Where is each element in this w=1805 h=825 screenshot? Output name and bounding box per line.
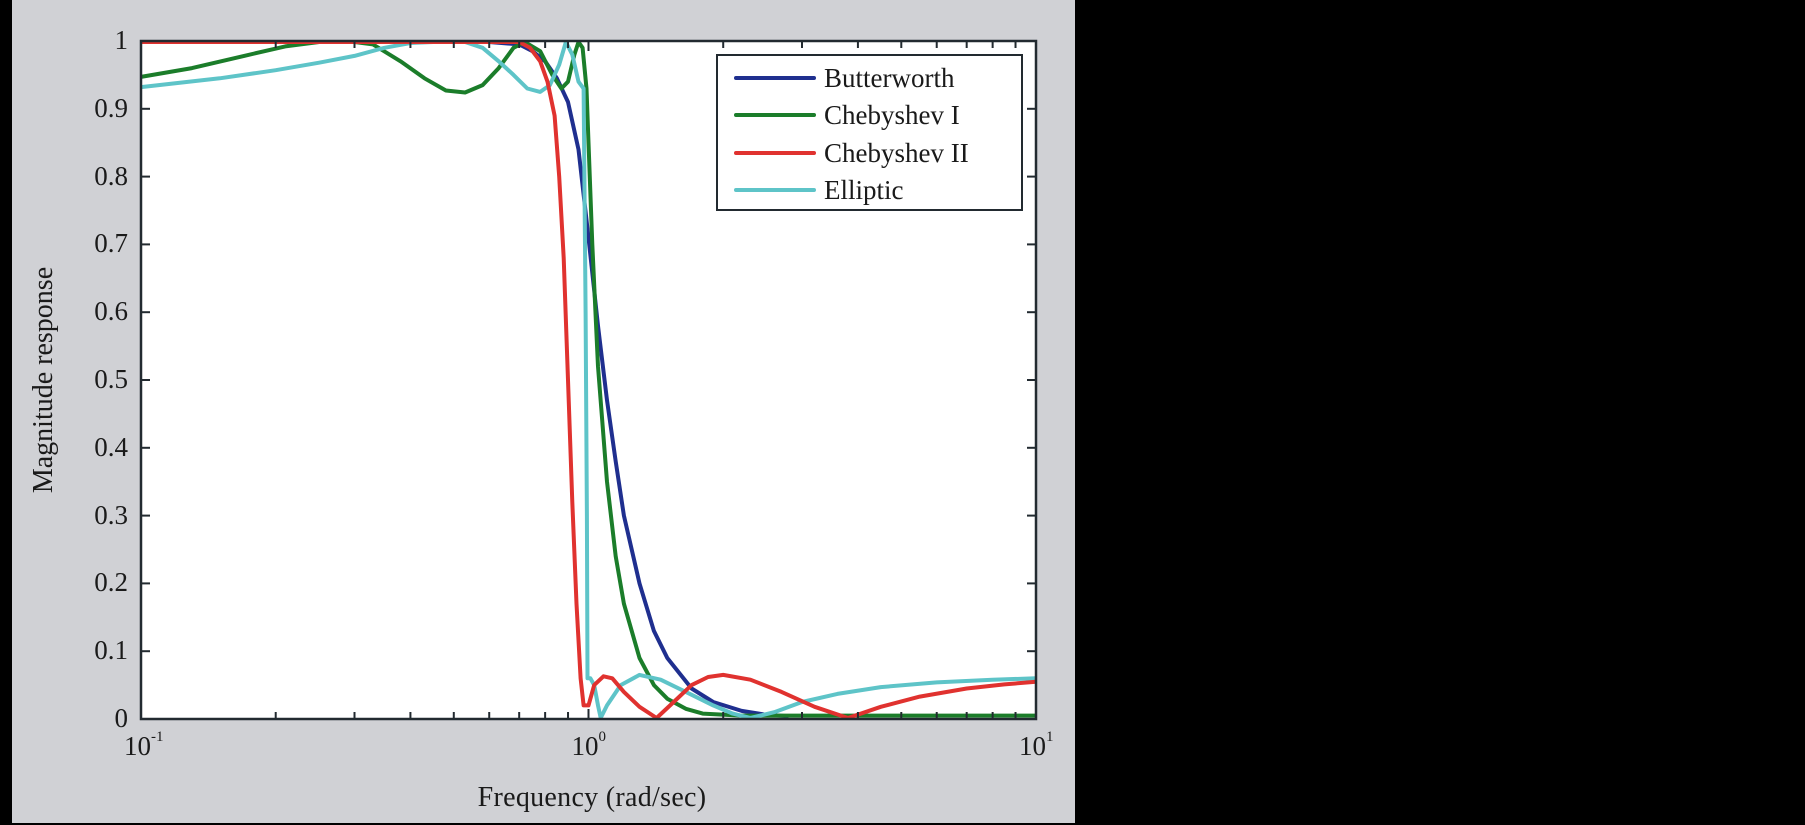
curves [140,40,1037,720]
y-tick-label: 0.9 [94,92,128,123]
x-tick-label: 100 [571,730,607,761]
y-axis-label: Magnitude response [28,266,59,494]
y-tick-label: 0.6 [94,296,128,327]
x-tick-label: 10-1 [124,730,164,761]
y-tick-label: 0.4 [94,431,128,462]
y-tick-label: 0 [114,703,129,733]
legend-item-chebyshev-i: Chebyshev I [718,100,960,130]
x-axis-label: Frequency (rad/sec) [477,782,707,813]
x-tick-base: 10 [1019,731,1046,761]
legend-swatch-chebyshev-i [734,113,816,117]
x-tick-base: 10 [571,731,599,761]
y-tick-label: 1 [114,25,129,55]
series-line-chebyshev-ii [141,40,1037,720]
x-tick-exponent: 0 [598,729,607,745]
legend-item-butterworth: Butterworth [718,63,954,93]
x-tick-base: 10 [124,731,151,761]
legend-label: Elliptic [824,174,904,205]
y-tick-label: 0.3 [94,499,128,530]
y-tick-label: 0.7 [94,228,128,259]
x-tick-label: 101 [1019,730,1054,761]
y-tick-label: 0.1 [94,635,128,666]
legend-swatch-elliptic [734,188,816,192]
legend: Butterworth Chebyshev I Chebyshev II Ell… [716,54,1023,211]
legend-swatch-chebyshev-ii [734,151,816,155]
legend-label: Butterworth [824,62,955,93]
y-tick-label: 0.5 [94,364,128,394]
x-tick-exponent: -1 [151,729,164,745]
legend-item-elliptic: Elliptic [718,175,903,205]
legend-label: Chebyshev I [824,99,960,130]
legend-swatch-butterworth [734,76,816,80]
x-tick-exponent: 1 [1046,729,1054,745]
y-tick-label: 0.2 [94,567,128,598]
axes-frame [139,39,1038,721]
legend-item-chebyshev-ii: Chebyshev II [718,138,969,168]
legend-label: Chebyshev II [824,137,969,168]
y-tick-label: 0.8 [94,160,128,191]
